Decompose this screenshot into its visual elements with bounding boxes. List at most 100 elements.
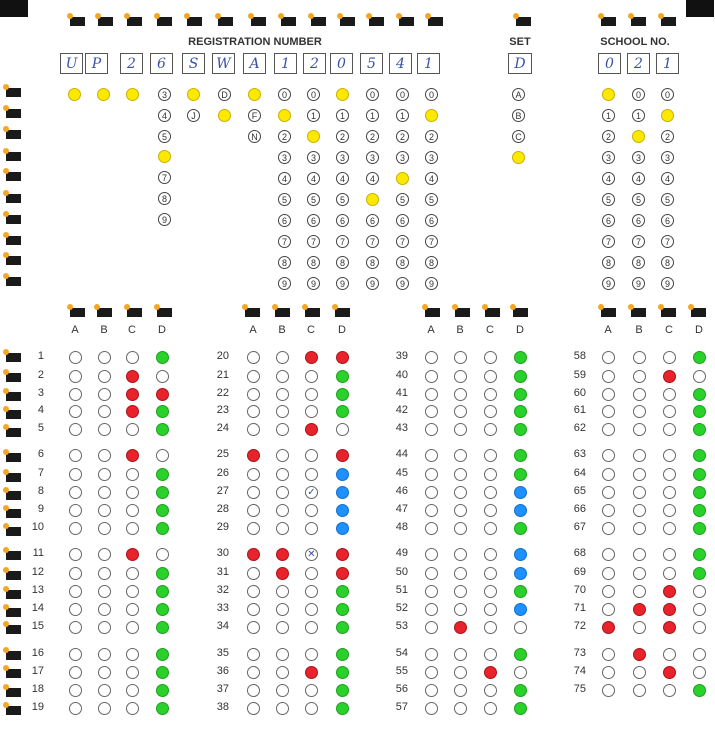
id-bubble[interactable]: 4 — [278, 172, 291, 185]
answer-bubble-a[interactable] — [425, 504, 438, 517]
answer-bubble-c[interactable] — [126, 449, 139, 462]
answer-bubble-c[interactable] — [126, 548, 139, 561]
answer-bubble-c[interactable] — [305, 522, 318, 535]
id-bubble[interactable]: N — [248, 130, 261, 143]
id-bubble[interactable]: 8 — [278, 256, 291, 269]
id-bubble[interactable]: 0 — [632, 88, 645, 101]
answer-bubble-b[interactable] — [454, 522, 467, 535]
answer-bubble-b[interactable] — [276, 423, 289, 436]
answer-bubble-a[interactable] — [69, 504, 82, 517]
answer-bubble-a[interactable] — [602, 522, 615, 535]
answer-bubble-a[interactable] — [69, 548, 82, 561]
answer-bubble-d[interactable] — [514, 567, 527, 580]
answer-bubble-c[interactable] — [126, 522, 139, 535]
answer-bubble-b[interactable] — [98, 351, 111, 364]
answer-bubble-b[interactable] — [633, 684, 646, 697]
id-bubble[interactable]: 6 — [602, 214, 615, 227]
id-bubble[interactable] — [366, 193, 379, 206]
id-bubble[interactable]: 7 — [336, 235, 349, 248]
id-bubble[interactable]: 5 — [307, 193, 320, 206]
answer-bubble-a[interactable] — [69, 585, 82, 598]
answer-bubble-b[interactable] — [98, 548, 111, 561]
answer-bubble-a[interactable] — [69, 567, 82, 580]
answer-bubble-c[interactable] — [305, 388, 318, 401]
answer-bubble-c[interactable] — [126, 351, 139, 364]
answer-bubble-d[interactable] — [156, 423, 169, 436]
answer-bubble-c[interactable] — [305, 504, 318, 517]
id-bubble[interactable]: 0 — [278, 88, 291, 101]
id-bubble[interactable]: 8 — [661, 256, 674, 269]
answer-bubble-d[interactable] — [693, 666, 706, 679]
answer-bubble-b[interactable] — [454, 468, 467, 481]
answer-bubble-c[interactable] — [484, 351, 497, 364]
answer-bubble-d[interactable] — [336, 603, 349, 616]
answer-bubble-d[interactable] — [514, 388, 527, 401]
answer-bubble-b[interactable] — [276, 567, 289, 580]
answer-bubble-a[interactable] — [425, 548, 438, 561]
answer-bubble-a[interactable] — [247, 684, 260, 697]
answer-bubble-b[interactable] — [454, 585, 467, 598]
answer-bubble-b[interactable] — [276, 548, 289, 561]
id-bubble[interactable]: 1 — [307, 109, 320, 122]
answer-bubble-c[interactable] — [126, 585, 139, 598]
id-bubble[interactable] — [425, 109, 438, 122]
answer-bubble-a[interactable] — [247, 522, 260, 535]
answer-bubble-c[interactable] — [484, 603, 497, 616]
id-bubble[interactable] — [661, 109, 674, 122]
answer-bubble-a[interactable] — [425, 405, 438, 418]
answer-bubble-d[interactable] — [156, 702, 169, 715]
answer-bubble-a[interactable] — [602, 486, 615, 499]
id-bubble[interactable] — [248, 88, 261, 101]
id-bubble[interactable]: 5 — [632, 193, 645, 206]
answer-bubble-b[interactable] — [98, 648, 111, 661]
answer-bubble-c[interactable] — [305, 621, 318, 634]
answer-bubble-b[interactable] — [633, 351, 646, 364]
id-bubble[interactable]: 1 — [336, 109, 349, 122]
answer-bubble-a[interactable] — [602, 548, 615, 561]
answer-bubble-d[interactable] — [693, 603, 706, 616]
answer-bubble-d[interactable] — [336, 666, 349, 679]
answer-bubble-a[interactable] — [247, 603, 260, 616]
id-bubble[interactable]: 7 — [396, 235, 409, 248]
answer-bubble-b[interactable] — [98, 585, 111, 598]
answer-bubble-a[interactable] — [247, 702, 260, 715]
answer-bubble-d[interactable] — [693, 423, 706, 436]
answer-bubble-d[interactable] — [514, 621, 527, 634]
answer-bubble-b[interactable] — [276, 585, 289, 598]
answer-bubble-d[interactable] — [156, 548, 169, 561]
id-bubble[interactable]: 2 — [278, 130, 291, 143]
answer-bubble-d[interactable] — [693, 388, 706, 401]
id-bubble[interactable]: 5 — [602, 193, 615, 206]
id-bubble[interactable]: 5 — [278, 193, 291, 206]
answer-bubble-b[interactable] — [276, 370, 289, 383]
answer-bubble-c[interactable] — [484, 621, 497, 634]
answer-bubble-a[interactable] — [602, 423, 615, 436]
id-bubble[interactable]: 7 — [158, 171, 171, 184]
answer-bubble-d[interactable] — [336, 468, 349, 481]
answer-bubble-c[interactable] — [663, 666, 676, 679]
answer-bubble-c[interactable] — [305, 702, 318, 715]
answer-bubble-b[interactable] — [98, 702, 111, 715]
id-bubble[interactable]: 9 — [602, 277, 615, 290]
answer-bubble-a[interactable] — [247, 449, 260, 462]
answer-bubble-a[interactable] — [425, 449, 438, 462]
answer-bubble-d[interactable] — [156, 468, 169, 481]
answer-bubble-a[interactable] — [247, 666, 260, 679]
answer-bubble-d[interactable] — [514, 585, 527, 598]
answer-bubble-a[interactable] — [69, 449, 82, 462]
answer-bubble-c[interactable] — [663, 567, 676, 580]
id-bubble[interactable]: 0 — [661, 88, 674, 101]
answer-bubble-b[interactable] — [98, 522, 111, 535]
id-bubble[interactable] — [632, 130, 645, 143]
answer-bubble-c[interactable] — [484, 486, 497, 499]
answer-bubble-a[interactable] — [602, 666, 615, 679]
answer-bubble-c[interactable] — [126, 504, 139, 517]
id-bubble[interactable]: 6 — [661, 214, 674, 227]
answer-bubble-b[interactable] — [633, 405, 646, 418]
answer-bubble-a[interactable] — [247, 548, 260, 561]
answer-bubble-d[interactable] — [336, 585, 349, 598]
id-bubble[interactable]: 9 — [158, 213, 171, 226]
id-bubble[interactable] — [126, 88, 139, 101]
answer-bubble-c[interactable] — [663, 504, 676, 517]
answer-bubble-a[interactable] — [425, 702, 438, 715]
